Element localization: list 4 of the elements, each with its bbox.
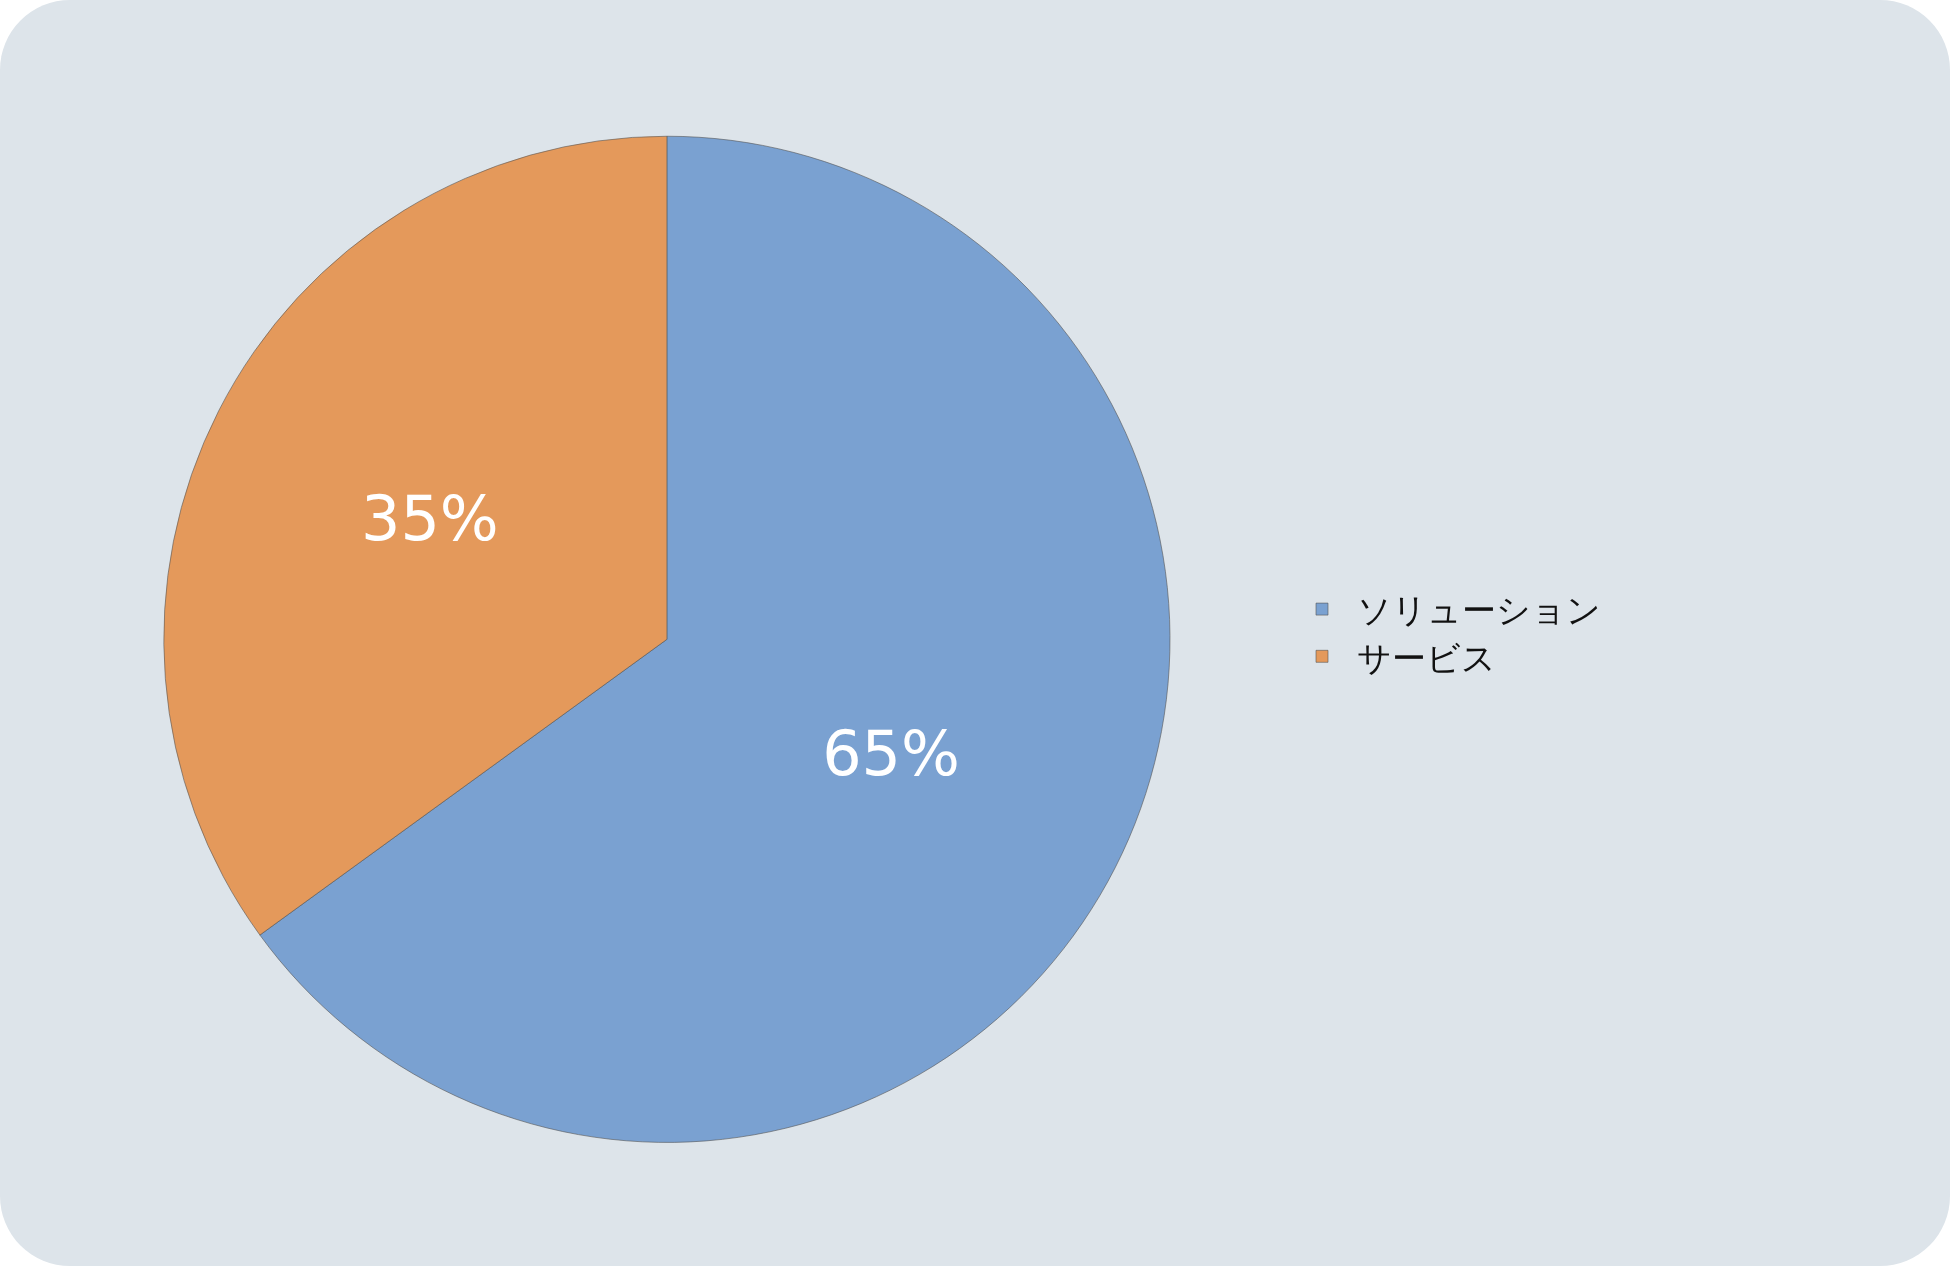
legend-label: ソリューション: [1357, 590, 1601, 631]
data-label: 65%: [822, 717, 960, 791]
legend-label: サービス: [1357, 637, 1496, 678]
data-label: 35%: [360, 482, 499, 556]
